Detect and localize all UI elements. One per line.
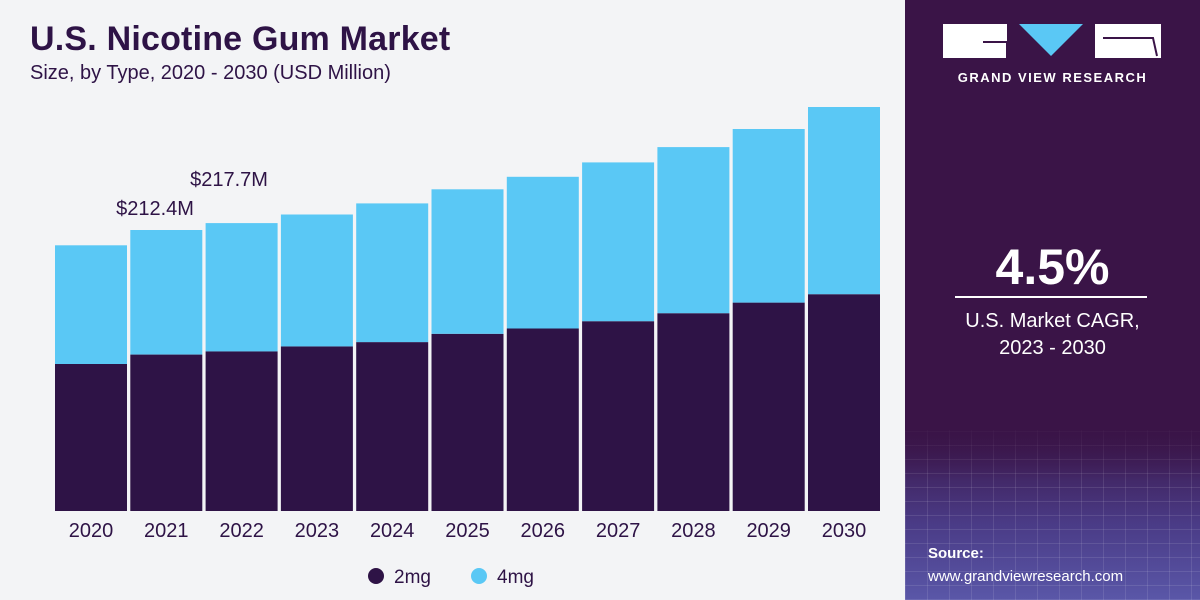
chart-area: U.S. Nicotine Gum Market Size, by Type, … — [0, 0, 905, 600]
bar-2mg-2023 — [280, 346, 353, 511]
data-label-2022: $217.7M — [190, 169, 268, 191]
bar-2mg-2028 — [657, 313, 730, 511]
bar-4mg-2027 — [582, 162, 655, 322]
source-label: Source: — [928, 545, 984, 562]
data-label-2021: $212.4M — [116, 198, 194, 220]
legend-label-2mg: 2mg — [394, 567, 431, 588]
bar-4mg-2025 — [431, 189, 504, 334]
chart-title: U.S. Nicotine Gum Market — [30, 20, 451, 58]
cagr-label-line2: 2023 - 2030 — [999, 337, 1106, 359]
x-tick-label: 2026 — [521, 520, 566, 542]
x-tick-label: 2030 — [822, 520, 867, 542]
stacked-bar-chart: 2020 2021 2022 2023 2024 2025 2026 2027 2028 2029… — [55, 107, 880, 588]
bar-4mg-2024 — [356, 203, 429, 343]
brand-name: GRAND VIEW RESEARCH — [957, 70, 1148, 85]
bar-4mg-2030 — [808, 107, 880, 295]
bar-2mg-2020 — [55, 364, 127, 511]
bar-2mg-2027 — [582, 321, 655, 511]
bar-2mg-2025 — [431, 333, 504, 511]
bar-4mg-2029 — [732, 129, 805, 303]
cagr-value: 4.5% — [995, 239, 1110, 295]
bar-2mg-2024 — [356, 342, 429, 511]
gvr-logo — [943, 24, 1161, 58]
bar-4mg-2022 — [205, 223, 278, 352]
bar-4mg-2021 — [130, 230, 203, 355]
chart-subtitle: Size, by Type, 2020 - 2030 (USD Million) — [30, 62, 391, 84]
x-tick-label: 2025 — [445, 520, 490, 542]
bar-4mg-2023 — [280, 214, 353, 347]
bar-2mg-2029 — [732, 302, 805, 511]
x-tick-label: 2028 — [671, 520, 716, 542]
cagr-label-line1: U.S. Market CAGR, — [965, 310, 1140, 332]
cagr-divider — [955, 296, 1147, 298]
x-tick-label: 2020 — [69, 520, 114, 542]
bar-2mg-2022 — [205, 351, 278, 511]
legend-label-4mg: 4mg — [497, 567, 534, 588]
source-url[interactable]: www.grandviewresearch.com — [928, 568, 1124, 585]
side-panel: GRAND VIEW RESEARCH 4.5% U.S. Market CAG… — [905, 0, 1200, 600]
cagr-label: U.S. Market CAGR, 2023 - 2030 — [905, 308, 1200, 362]
bar-2mg-2021 — [130, 354, 203, 511]
bar-2mg-2030 — [808, 294, 880, 511]
bar-4mg-2026 — [506, 176, 579, 329]
x-tick-label: 2024 — [370, 520, 415, 542]
bar-4mg-2028 — [657, 147, 730, 314]
panel-grid-fade — [905, 420, 1200, 480]
legend-swatch-2mg — [368, 568, 384, 584]
x-tick-label: 2027 — [596, 520, 641, 542]
x-tick-label: 2029 — [746, 520, 791, 542]
legend-swatch-4mg — [471, 568, 487, 584]
x-tick-label: 2022 — [219, 520, 264, 542]
x-tick-label: 2021 — [144, 520, 189, 542]
bar-2mg-2026 — [506, 328, 579, 511]
x-tick-label: 2023 — [295, 520, 340, 542]
bar-4mg-2020 — [55, 245, 127, 364]
